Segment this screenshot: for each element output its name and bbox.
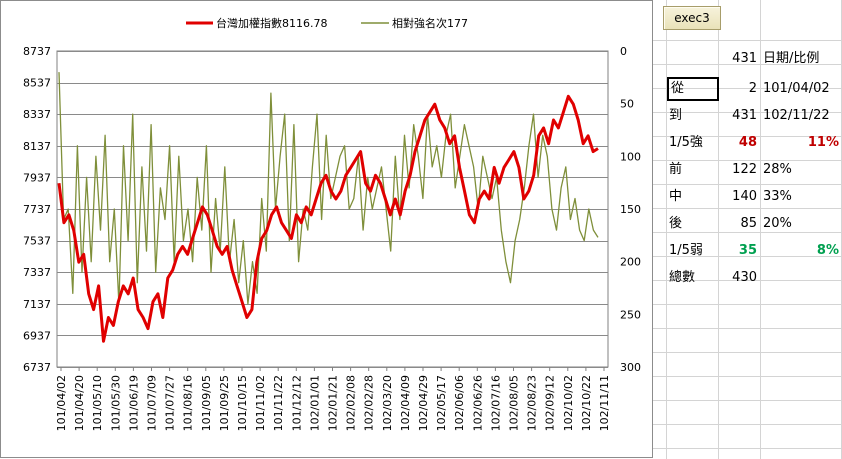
x-tick-label: 102/05/17 <box>435 375 448 431</box>
y-left-tick-label: 6937 <box>23 329 51 342</box>
x-tick-label: 101/11/22 <box>272 375 285 431</box>
x-tick-label: 101/04/20 <box>73 375 86 431</box>
chart-series <box>57 72 599 343</box>
legend-label-rank: 相對強名次177 <box>392 16 468 30</box>
x-tick-label: 102/07/16 <box>489 375 502 431</box>
exec3-button[interactable]: exec3 <box>663 6 721 30</box>
row-count[interactable]: 35 <box>738 243 757 258</box>
row-label[interactable]: 1/5強 <box>669 135 703 150</box>
y-left-tick-label: 8137 <box>23 140 51 153</box>
y-left-tick-label: 7737 <box>23 203 51 216</box>
y-right-tick-label: 50 <box>620 98 634 111</box>
x-tick-label: 102/08/05 <box>508 375 521 431</box>
x-tick-label: 102/06/26 <box>471 375 484 431</box>
y-right-tick-label: 0 <box>620 45 627 58</box>
header-label[interactable]: 日期/比例 <box>763 51 820 66</box>
x-tick-label: 101/11/02 <box>254 375 267 431</box>
y-axis-right: 0 50 100 150 200 250 300 <box>620 45 641 374</box>
x-tick-label: 101/08/16 <box>182 375 195 431</box>
row-value[interactable]: 33% <box>763 189 792 204</box>
chart-svg: 8737 8537 8337 8137 7937 7737 7537 7337 7137 6937… <box>23 16 641 431</box>
y-left-tick-label: 7337 <box>23 266 51 279</box>
x-tick-label: 102/10/02 <box>562 375 575 431</box>
y-right-tick-label: 250 <box>620 308 641 321</box>
y-left-tick-label: 7937 <box>23 171 51 184</box>
x-tick-label: 102/11/11 <box>598 375 611 431</box>
series-line-rank <box>58 72 599 305</box>
y-left-tick-label: 6737 <box>23 361 51 374</box>
x-tick-label: 101/09/25 <box>218 375 231 431</box>
row-value[interactable]: 8% <box>816 243 839 258</box>
x-tick-label: 102/01/21 <box>327 375 340 431</box>
y-right-tick-label: 150 <box>620 203 641 216</box>
y-axis-left: 8737 8537 8337 8137 7937 7737 7537 7337 7137 6937… <box>23 45 51 374</box>
row-label[interactable]: 到 <box>669 108 683 123</box>
x-tick-label: 102/09/12 <box>544 375 557 431</box>
y-right-tick-label: 100 <box>620 150 641 163</box>
x-axis: 101/04/02 101/04/20 101/05/10 101/05/30 101/… <box>55 367 611 431</box>
x-tick-label: 102/10/22 <box>580 375 593 431</box>
series-line-index <box>57 94 599 343</box>
y-right-tick-label: 300 <box>620 361 641 374</box>
row-value[interactable]: 101/04/02 <box>763 81 830 96</box>
y-left-tick-label: 8737 <box>23 45 51 58</box>
x-tick-label: 102/02/28 <box>363 375 376 431</box>
row-count[interactable]: 48 <box>738 135 757 150</box>
row-value[interactable] <box>763 266 839 290</box>
row-count[interactable]: 140 <box>732 189 757 204</box>
legend-label-index: 台灣加權指數8116.78 <box>216 16 328 30</box>
x-tick-label: 101/04/02 <box>55 375 68 431</box>
x-tick-label: 101/07/09 <box>146 375 159 431</box>
y-left-tick-label: 7537 <box>23 235 51 248</box>
chart-legend: 台灣加權指數8116.78 相對強名次177 <box>186 16 468 30</box>
y-left-tick-label: 8537 <box>23 77 51 90</box>
row-label[interactable]: 1/5弱 <box>669 243 703 258</box>
x-tick-label: 101/12/12 <box>290 375 303 431</box>
x-tick-label: 102/08/23 <box>526 375 539 431</box>
x-tick-label: 102/04/29 <box>417 375 430 431</box>
row-count[interactable]: 430 <box>732 270 757 285</box>
y-left-tick-label: 7137 <box>23 298 51 311</box>
row-label[interactable]: 總數 <box>669 270 696 285</box>
y-left-tick-label: 8337 <box>23 108 51 121</box>
x-tick-label: 101/05/10 <box>91 375 104 431</box>
x-tick-label: 102/03/20 <box>381 375 394 431</box>
chart-panel[interactable]: 8737 8537 8337 8137 7937 7737 7537 7337 7137 6937… <box>0 0 653 458</box>
row-label[interactable]: 後 <box>669 216 683 231</box>
x-tick-label: 101/09/05 <box>200 375 213 431</box>
row-value[interactable]: 28% <box>763 162 792 177</box>
x-tick-label: 102/06/06 <box>453 375 466 431</box>
header-count[interactable]: 431 <box>732 51 757 66</box>
x-tick-label: 102/02/08 <box>345 375 358 431</box>
row-count[interactable]: 2 <box>748 81 757 96</box>
row-label[interactable]: 從 <box>667 77 719 101</box>
row-label[interactable]: 前 <box>669 162 683 177</box>
x-tick-label: 101/06/19 <box>127 375 140 431</box>
row-count[interactable]: 431 <box>732 108 757 123</box>
row-value[interactable]: 20% <box>763 216 792 231</box>
row-count[interactable]: 122 <box>732 162 757 177</box>
row-value[interactable]: 102/11/22 <box>763 108 830 123</box>
y-right-tick-label: 200 <box>620 256 641 269</box>
row-count[interactable]: 85 <box>740 216 757 231</box>
row-value[interactable]: 11% <box>807 135 839 150</box>
row-label[interactable]: 中 <box>669 189 683 204</box>
x-tick-label: 101/10/15 <box>236 375 249 431</box>
x-tick-label: 102/04/09 <box>399 375 412 431</box>
x-tick-label: 102/01/01 <box>308 375 321 431</box>
x-tick-label: 101/07/27 <box>164 375 177 431</box>
x-tick-label: 101/05/30 <box>109 375 122 431</box>
